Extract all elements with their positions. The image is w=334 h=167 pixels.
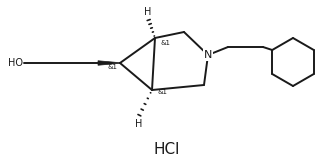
Text: HO: HO: [8, 58, 23, 68]
Text: &1: &1: [107, 64, 117, 70]
Text: HCl: HCl: [154, 142, 180, 157]
Text: &1: &1: [157, 89, 167, 95]
Text: H: H: [144, 7, 152, 17]
Text: H: H: [135, 119, 143, 129]
Polygon shape: [98, 61, 120, 65]
Text: N: N: [204, 50, 212, 60]
Text: &1: &1: [160, 40, 170, 46]
